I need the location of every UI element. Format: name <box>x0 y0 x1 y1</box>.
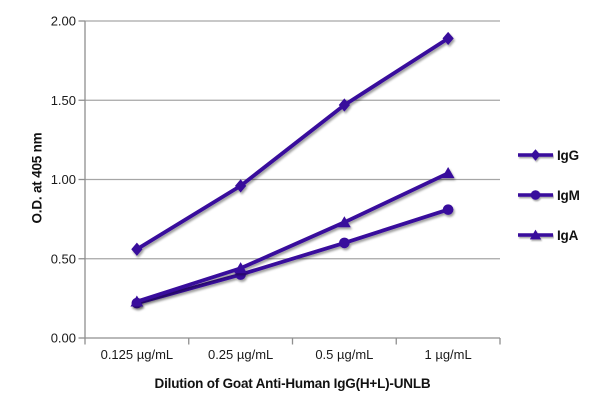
series-line <box>136 207 449 305</box>
legend-item-igg: IgG <box>517 142 600 169</box>
y-tick-label: 0.50 <box>51 251 76 266</box>
diamond-marker <box>338 98 350 112</box>
x-axis-title: Dilution of Goat Anti-Human IgG(H+L)-UNL… <box>154 376 431 391</box>
legend-item-igm: IgM <box>517 182 600 209</box>
series-igm <box>131 204 454 309</box>
triangle-marker <box>337 216 351 228</box>
diamond-marker <box>442 31 454 46</box>
series-igg <box>131 31 454 256</box>
triangle-marker <box>441 167 455 179</box>
y-tick-label: 2.00 <box>51 14 76 29</box>
series-iga <box>130 167 455 307</box>
y-tick-label: 1.00 <box>51 172 76 187</box>
legend-label: IgG <box>557 148 579 163</box>
series-line <box>135 36 450 251</box>
x-tick-label: 0.25 µg/mL <box>208 347 273 362</box>
legend-item-iga: IgA <box>517 222 600 249</box>
x-tick-label: 0.5 µg/mL <box>315 347 373 362</box>
triangle-marker-icon <box>517 227 554 245</box>
diamond-marker <box>235 179 247 193</box>
x-tick-label: 1 µg/mL <box>425 347 472 362</box>
circle-marker-icon <box>517 187 554 205</box>
circle-marker <box>442 204 454 215</box>
legend: IgG IgM IgA <box>517 142 600 249</box>
x-tick-label: 0.125 µg/mL <box>101 347 174 362</box>
y-axis-title: O.D. at 405 nm <box>29 132 45 224</box>
y-tick-label: 0.00 <box>51 331 76 346</box>
triangle-marker <box>234 262 248 274</box>
y-tick-label: 1.50 <box>51 93 76 108</box>
legend-label: IgA <box>557 228 579 243</box>
diamond-marker-icon <box>517 147 554 165</box>
diamond-marker <box>131 242 143 256</box>
triangle-marker <box>130 295 144 307</box>
circle-marker <box>339 237 350 249</box>
series-line <box>136 171 449 304</box>
legend-label: IgM <box>557 188 580 203</box>
